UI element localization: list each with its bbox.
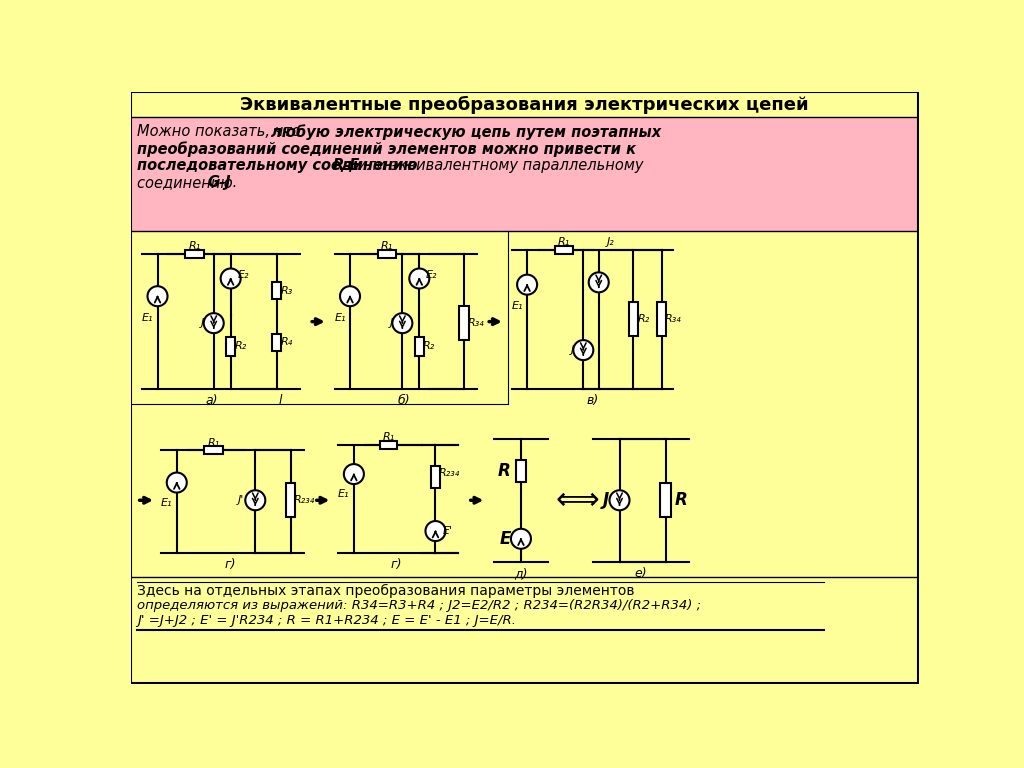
Bar bbox=[286, 483, 295, 517]
Bar bbox=[380, 441, 397, 449]
Text: R₃₄: R₃₄ bbox=[468, 318, 484, 328]
FancyBboxPatch shape bbox=[131, 230, 920, 578]
FancyBboxPatch shape bbox=[131, 92, 920, 117]
Text: J: J bbox=[390, 318, 393, 328]
Text: Можно показать, что: Можно показать, что bbox=[137, 124, 305, 140]
FancyBboxPatch shape bbox=[131, 578, 920, 684]
Text: соединению: соединению bbox=[137, 175, 237, 190]
Text: определяются из выражений: R34=R3+R4 ; J2=E2/R2 ; R234=(R2R34)/(R2+R34) ;: определяются из выражений: R34=R3+R4 ; J… bbox=[137, 599, 700, 612]
Bar bbox=[226, 337, 236, 356]
Text: R: R bbox=[675, 492, 687, 509]
Text: R₁: R₁ bbox=[188, 241, 201, 251]
Bar bbox=[378, 250, 396, 258]
Text: J: J bbox=[571, 345, 574, 355]
Text: а): а) bbox=[205, 394, 218, 407]
Text: .: . bbox=[228, 175, 238, 190]
Text: е): е) bbox=[634, 567, 646, 580]
Bar bbox=[657, 303, 667, 336]
Text: E₁: E₁ bbox=[338, 489, 349, 499]
Text: Здесь на отдельных этапах преобразования параметры элементов: Здесь на отдельных этапах преобразования… bbox=[137, 584, 634, 598]
Text: R₂₃₄: R₂₃₄ bbox=[294, 495, 315, 505]
Text: Эквивалентные преобразования электрических цепей: Эквивалентные преобразования электрическ… bbox=[241, 95, 809, 114]
Text: R₄: R₄ bbox=[281, 337, 293, 347]
Text: д): д) bbox=[514, 567, 527, 580]
Circle shape bbox=[204, 313, 223, 333]
Circle shape bbox=[220, 269, 241, 289]
Circle shape bbox=[340, 286, 360, 306]
Text: г): г) bbox=[225, 558, 237, 571]
Bar bbox=[629, 303, 638, 336]
Bar bbox=[555, 246, 573, 254]
Text: E₂: E₂ bbox=[238, 270, 249, 280]
Text: в): в) bbox=[587, 394, 599, 407]
Text: E₁: E₁ bbox=[141, 313, 154, 323]
Text: R₂: R₂ bbox=[423, 341, 435, 351]
Text: J': J' bbox=[239, 495, 245, 505]
Circle shape bbox=[410, 269, 429, 289]
Circle shape bbox=[246, 490, 265, 510]
Text: E: E bbox=[500, 530, 511, 548]
Text: R₂: R₂ bbox=[638, 314, 650, 324]
Text: г): г) bbox=[390, 558, 402, 571]
Circle shape bbox=[425, 521, 445, 541]
Text: G-J: G-J bbox=[208, 175, 231, 190]
Bar bbox=[515, 460, 526, 482]
Text: J₂: J₂ bbox=[607, 237, 615, 247]
Text: или эквивалентному параллельному: или эквивалентному параллельному bbox=[353, 158, 644, 174]
Bar bbox=[460, 306, 469, 340]
Circle shape bbox=[573, 340, 593, 360]
Circle shape bbox=[147, 286, 168, 306]
Text: E': E' bbox=[442, 526, 453, 536]
Text: б): б) bbox=[397, 394, 411, 407]
Bar bbox=[660, 483, 671, 517]
Text: J: J bbox=[202, 318, 205, 328]
Bar bbox=[185, 250, 204, 258]
Bar bbox=[431, 466, 440, 488]
Circle shape bbox=[589, 273, 608, 293]
Text: R₂₃₄: R₂₃₄ bbox=[438, 468, 460, 478]
Text: R: R bbox=[498, 462, 510, 480]
Circle shape bbox=[609, 490, 630, 510]
Circle shape bbox=[392, 313, 413, 333]
FancyBboxPatch shape bbox=[131, 117, 920, 230]
Bar bbox=[415, 337, 424, 356]
Bar bbox=[272, 334, 282, 351]
Text: R₁: R₁ bbox=[381, 241, 393, 251]
Text: E₁: E₁ bbox=[161, 498, 172, 508]
Text: J: J bbox=[602, 492, 608, 509]
Circle shape bbox=[167, 472, 186, 492]
Text: R₂: R₂ bbox=[234, 341, 247, 351]
Text: R-E: R-E bbox=[333, 158, 360, 174]
Text: E₂: E₂ bbox=[426, 270, 437, 280]
Text: E₁: E₁ bbox=[511, 301, 523, 311]
Text: R₁: R₁ bbox=[208, 438, 220, 448]
Circle shape bbox=[344, 464, 364, 484]
Text: J' =J+J2 ; E' = J'R234 ; R = R1+R234 ; E = E' - E1 ; J=E/R.: J' =J+J2 ; E' = J'R234 ; R = R1+R234 ; E… bbox=[137, 614, 516, 627]
Text: последовательному соединению: последовательному соединению bbox=[137, 158, 422, 174]
Bar bbox=[272, 283, 282, 300]
Text: E₁: E₁ bbox=[334, 313, 346, 323]
Circle shape bbox=[517, 275, 538, 295]
Text: l: l bbox=[279, 394, 283, 407]
Text: ⟺: ⟺ bbox=[555, 486, 599, 515]
Text: любую электрическую цепь путем поэтапных: любую электрическую цепь путем поэтапных bbox=[271, 124, 662, 141]
Text: R₃₄: R₃₄ bbox=[665, 314, 681, 324]
Circle shape bbox=[511, 528, 531, 549]
Text: преобразований соединений элементов можно привести к: преобразований соединений элементов можн… bbox=[137, 141, 636, 157]
Text: R₁: R₁ bbox=[558, 237, 570, 247]
Text: R₁: R₁ bbox=[382, 432, 394, 442]
Text: R₃: R₃ bbox=[281, 286, 293, 296]
Bar bbox=[205, 446, 223, 455]
